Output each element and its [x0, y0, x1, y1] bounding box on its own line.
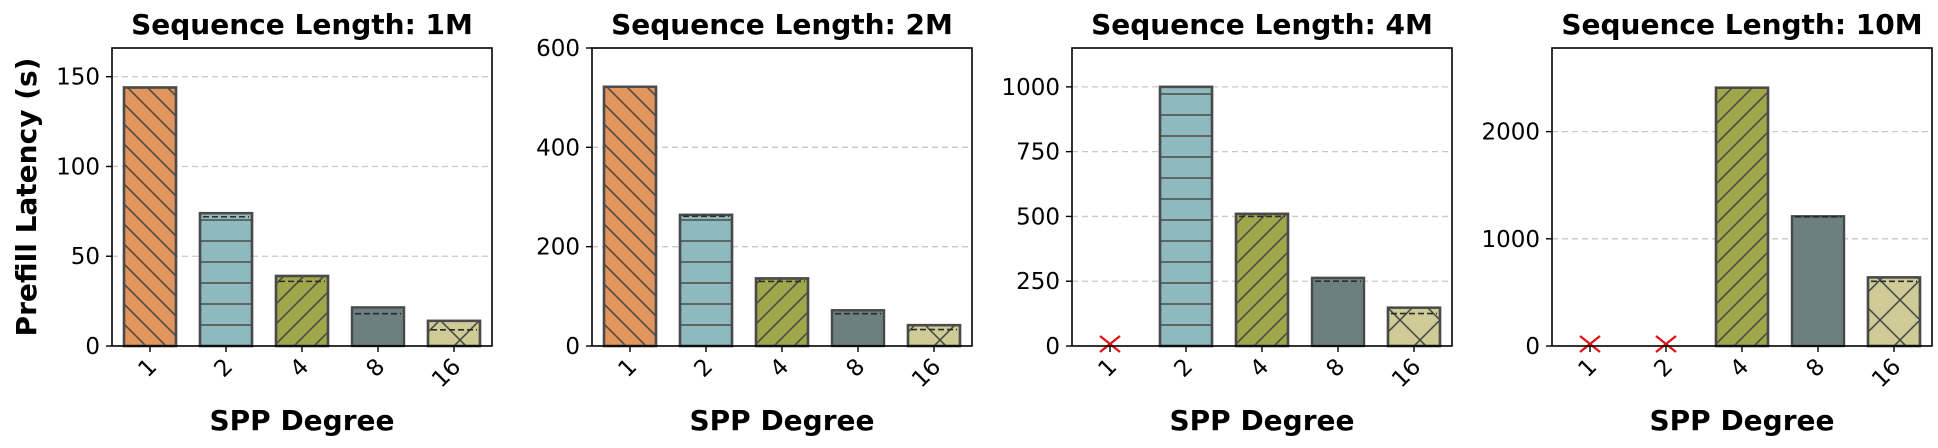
y-tick-label: 400 [536, 135, 580, 161]
x-tick-label: 16 [1867, 354, 1906, 393]
x-tick-label: 1 [1574, 354, 1603, 383]
oom-marker [1655, 335, 1677, 353]
oom-marker [1579, 335, 1601, 353]
y-tick-label: 0 [85, 334, 100, 360]
x-tick-label: 8 [842, 354, 871, 383]
bar-hatch [1716, 87, 1768, 347]
bar-hatch [1868, 277, 1920, 346]
panel-title: Sequence Length: 2M [611, 8, 953, 41]
y-tick-label: 100 [56, 154, 100, 180]
oom-marker [1099, 335, 1121, 353]
panel-title: Sequence Length: 10M [1561, 8, 1922, 41]
y-tick-label: 0 [1045, 334, 1060, 360]
x-tick-label: 8 [362, 354, 391, 383]
bar-hatch [680, 214, 732, 346]
x-tick-label: 1 [614, 354, 643, 383]
y-axis-label: Prefill Latency (s) [10, 58, 43, 337]
y-tick-label: 0 [1525, 334, 1540, 360]
x-tick-label: 16 [427, 354, 466, 393]
x-tick-label: 2 [1650, 354, 1679, 383]
x-tick-label: 1 [1094, 354, 1123, 383]
x-axis-label: SPP Degree [1649, 404, 1834, 437]
chart-panel-3: 0 250 500 750 1000 1 2 4 8 16 Sequence Length: 4M S… [1001, 8, 1453, 437]
bar-hatch [604, 86, 656, 347]
y-tick-label: 500 [1016, 204, 1060, 230]
y-tick-label: 200 [536, 235, 580, 261]
x-tick-label: 4 [1726, 354, 1755, 383]
chart-panel-4: 0 1000 2000 1 2 4 8 16 Sequence Length: 10M SPP D… [1481, 8, 1933, 437]
x-tick-label: 16 [1387, 354, 1426, 393]
panel-title: Sequence Length: 4M [1091, 8, 1433, 41]
x-tick-label: 2 [210, 354, 239, 383]
y-tick-label: 750 [1016, 140, 1060, 166]
panel-title: Sequence Length: 1M [131, 8, 473, 41]
chart-panel-2: 0 200 400 600 1 2 4 8 16 Sequence Length: 2M SPP D… [536, 8, 973, 437]
y-tick-label: 2000 [1481, 120, 1540, 146]
x-tick-label: 8 [1322, 354, 1351, 383]
x-tick-label: 1 [134, 354, 163, 383]
x-tick-label: 4 [286, 354, 315, 383]
x-tick-label: 2 [1170, 354, 1199, 383]
bar-hatch [1160, 86, 1212, 346]
x-tick-label: 4 [1246, 354, 1275, 383]
x-tick-label: 16 [907, 354, 946, 393]
bar-hatch [124, 87, 176, 347]
bar-hatch [428, 320, 480, 346]
x-axis-label: SPP Degree [209, 404, 394, 437]
bar-hatch [908, 325, 960, 346]
x-tick-label: 4 [766, 354, 795, 383]
bar-hatch [1236, 213, 1288, 346]
y-tick-label: 600 [536, 36, 580, 62]
bar-hatch [276, 275, 328, 346]
x-axis-label: SPP Degree [1169, 404, 1354, 437]
chart-panel-1: 0 50 100 150 1 2 4 8 16 Sequence Length: 1M SPP De… [56, 8, 493, 437]
y-tick-label: 1000 [1481, 227, 1540, 253]
bar-hatch [756, 278, 808, 346]
y-tick-label: 50 [71, 244, 100, 270]
y-tick-label: 1000 [1001, 75, 1060, 101]
bar-spp-8 [1310, 276, 1366, 348]
bar-spp-8 [830, 309, 886, 348]
y-tick-label: 0 [565, 334, 580, 360]
x-tick-label: 2 [690, 354, 719, 383]
bar-spp-8 [1790, 215, 1846, 348]
y-tick-label: 250 [1016, 269, 1060, 295]
bar-hatch [200, 213, 252, 346]
x-axis-label: SPP Degree [689, 404, 874, 437]
x-tick-label: 8 [1802, 354, 1831, 383]
y-tick-label: 150 [56, 65, 100, 91]
